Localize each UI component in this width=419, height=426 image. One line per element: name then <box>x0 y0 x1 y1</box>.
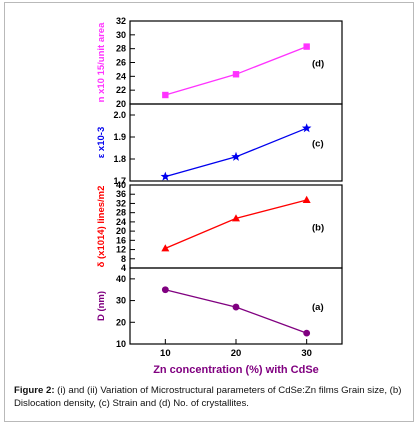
data-point-d <box>303 43 310 50</box>
panel-label-a: (a) <box>312 302 324 313</box>
y-axis-label-b: δ (x1014) lines/m2 <box>96 186 107 268</box>
x-axis-label: Zn concentration (%) with CdSe <box>153 364 319 376</box>
panel-label-c: (c) <box>312 139 324 150</box>
data-point-a <box>303 329 311 337</box>
panel-frame-b <box>129 184 343 269</box>
caption-label: Figure 2: <box>14 385 55 396</box>
y-axis-label-a: D (nm) <box>96 291 107 321</box>
y-tick-label-b: 36 <box>116 189 126 199</box>
caption-text: (i) and (ii) Variation of Microstructura… <box>14 385 402 409</box>
data-point-d <box>232 71 240 78</box>
stacked-line-chart: 20 22 24 26 28 30 32 n x10 15/unit area (d) 1.7 1.… <box>96 16 343 376</box>
y-tick-label-d: 24 <box>116 71 126 81</box>
data-point-b <box>232 214 240 222</box>
series-line-b <box>165 199 307 249</box>
y-tick-label-d: 22 <box>116 85 126 95</box>
y-tick-label-d: 30 <box>116 30 126 40</box>
series-line-a <box>165 289 307 334</box>
y-tick-label-b: 20 <box>116 226 126 236</box>
y-tick-label-a: 40 <box>116 274 126 284</box>
y-tick-label-a: 30 <box>116 296 126 306</box>
data-point-c <box>231 151 241 161</box>
data-point-d <box>162 91 169 99</box>
y-tick-label-b: 40 <box>116 180 126 190</box>
x-tick-label: 20 <box>231 348 242 359</box>
data-point-b <box>161 244 170 252</box>
panel-label-b: (b) <box>312 223 324 234</box>
data-point-c <box>160 171 171 181</box>
y-tick-label-b: 12 <box>116 245 126 255</box>
y-tick-label-c: 1.7 <box>113 176 126 186</box>
series-line-d <box>165 45 307 96</box>
y-tick-label-c: 1.8 <box>113 154 126 164</box>
data-point-b <box>302 195 311 203</box>
y-tick-label-d: 20 <box>116 99 126 109</box>
figure-caption: Figure 2: (i) and (ii) Variation of Micr… <box>14 384 410 410</box>
y-tick-label-a: 20 <box>116 317 126 327</box>
y-tick-label-b: 24 <box>116 217 126 227</box>
figure-frame <box>4 2 414 422</box>
y-tick-label-b: 32 <box>116 198 126 208</box>
x-tick-label: 30 <box>301 348 312 359</box>
data-point-a <box>161 286 169 294</box>
y-axis-label-c: ε x10-3 <box>96 127 107 158</box>
y-tick-label-d: 28 <box>116 44 126 54</box>
panel-label-d: (d) <box>312 59 324 70</box>
y-tick-label-b: 8 <box>121 254 126 264</box>
x-tick-label: 10 <box>160 348 171 359</box>
y-tick-label-b: 4 <box>121 263 126 273</box>
y-tick-label-c: 1.9 <box>113 132 126 142</box>
y-axis-label-d: n x10 15/unit area <box>96 22 107 102</box>
data-point-a <box>232 303 240 311</box>
y-tick-label-d: 26 <box>116 58 126 68</box>
y-tick-label-b: 28 <box>116 208 126 218</box>
y-tick-label-a: 10 <box>116 339 126 349</box>
y-tick-label-c: 2.0 <box>113 110 126 120</box>
panel-frame-c <box>129 103 343 182</box>
y-tick-label-d: 32 <box>116 16 126 26</box>
data-point-c <box>301 123 312 133</box>
panel-frame-d <box>129 20 343 105</box>
y-tick-label-b: 16 <box>116 235 126 245</box>
